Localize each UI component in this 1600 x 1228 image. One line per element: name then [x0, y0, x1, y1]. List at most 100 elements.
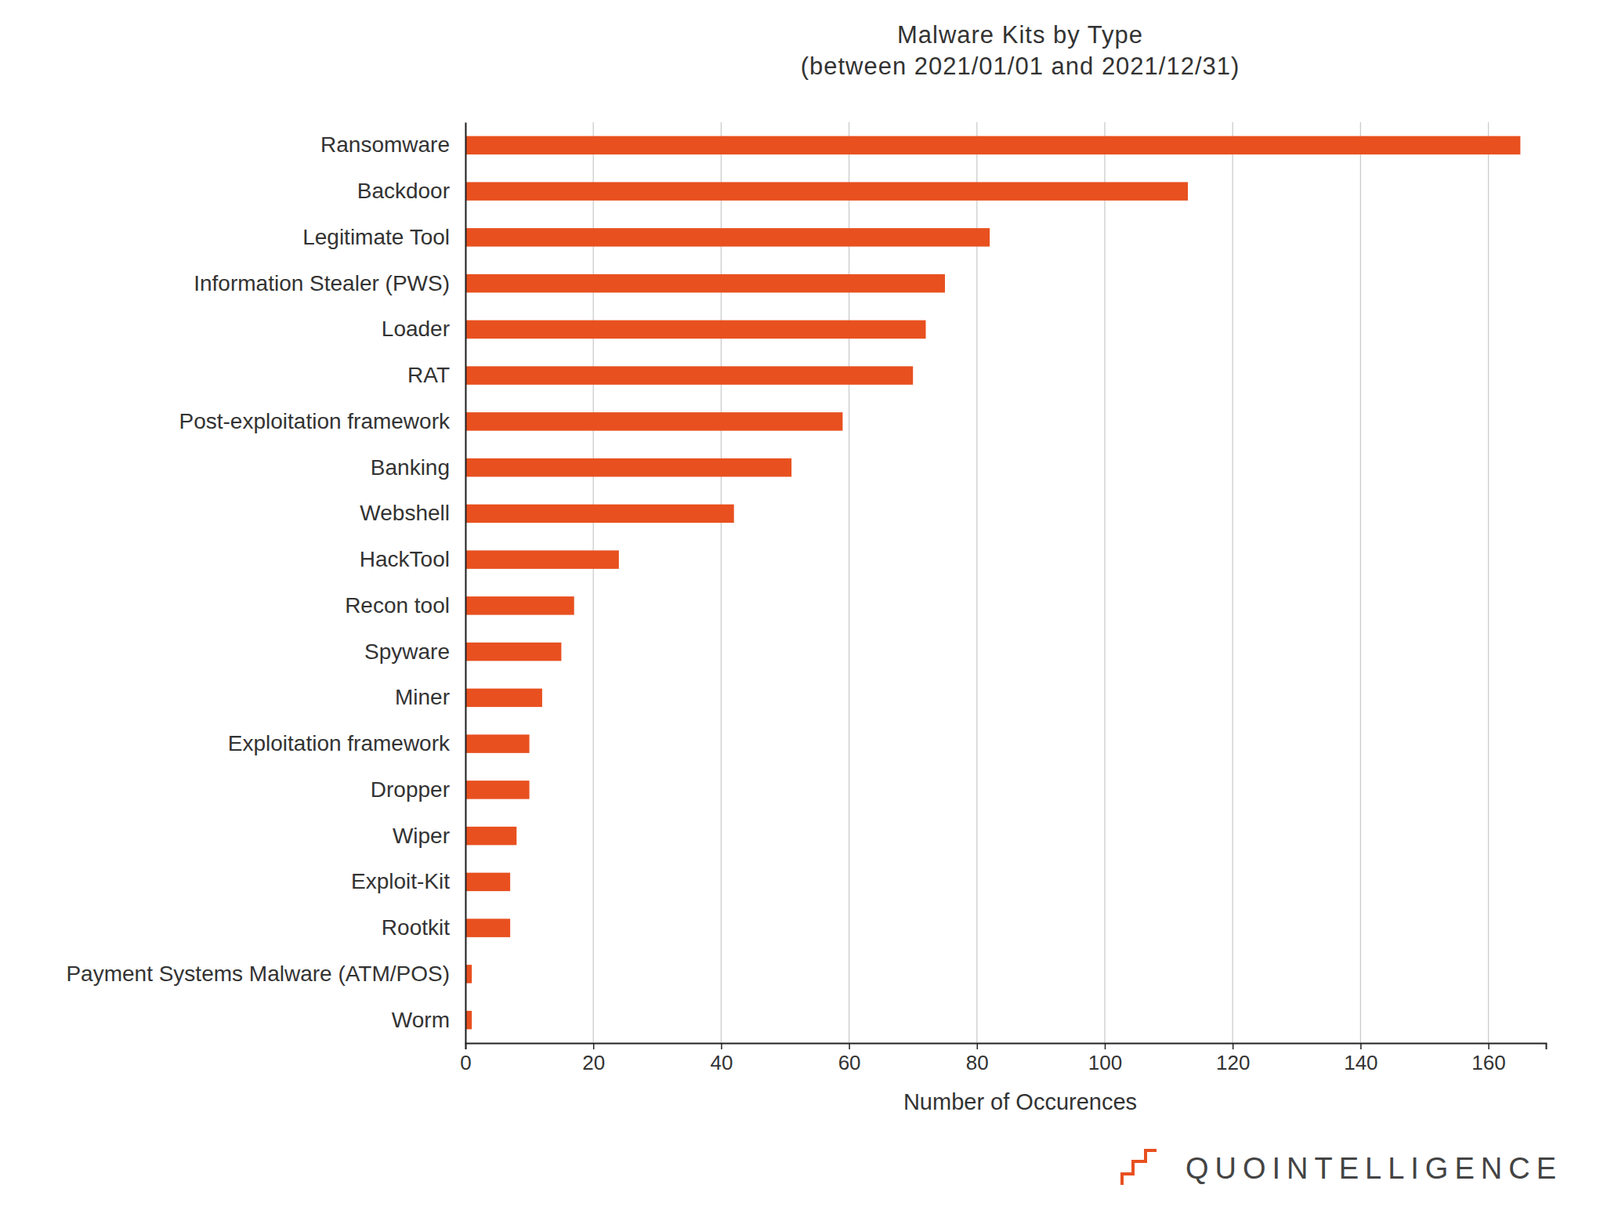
bar	[465, 274, 945, 294]
x-tick-label: 0	[459, 1050, 471, 1075]
x-tick-label: 80	[966, 1050, 989, 1075]
bar	[465, 688, 543, 708]
x-axis-title: Number of Occurences	[903, 1089, 1137, 1115]
y-tick-label: Ransomware	[320, 132, 450, 157]
x-tick: 0	[459, 1042, 471, 1075]
grid-line	[593, 122, 594, 1043]
y-tick-label: Legitimate Tool	[302, 224, 450, 250]
x-tick-mark	[593, 1042, 595, 1050]
grid-line	[848, 122, 850, 1043]
bar	[465, 780, 530, 800]
bar	[465, 504, 735, 524]
chart: 0 20 40 60 80 100 120 140 160 Ransomware Backdoor L…	[0, 0, 1600, 1228]
y-tick-label: Dropper	[370, 777, 450, 802]
grid-line	[1232, 122, 1234, 1043]
bar	[465, 596, 575, 616]
y-axis: Ransomware Backdoor Legitimate Tool Informa…	[65, 123, 466, 1044]
y-tick-label: Loader	[381, 316, 450, 341]
y-axis-line	[465, 123, 467, 1044]
y-tick: Dropper	[370, 777, 466, 802]
y-tick: Backdoor	[357, 178, 466, 203]
bar	[465, 872, 511, 892]
x-tick-mark	[1232, 1042, 1235, 1050]
bar	[465, 826, 517, 846]
bar	[465, 734, 530, 753]
y-tick: Wiper	[392, 823, 466, 848]
x-tick: 160	[1471, 1042, 1506, 1075]
x-tick: 40	[709, 1042, 733, 1075]
y-tick-label: Post-exploitation framework	[179, 409, 451, 434]
x-tick-label: 100	[1088, 1050, 1123, 1075]
y-tick-label: Spyware	[364, 639, 450, 664]
y-tick-label: Webshell	[359, 500, 450, 525]
y-tick: RAT	[407, 362, 466, 388]
logo-mark	[1133, 1161, 1144, 1176]
x-axis: 0 20 40 60 80 100 120 140 160	[459, 1042, 1546, 1075]
bar	[465, 181, 1188, 201]
bars	[465, 136, 1521, 1030]
grid	[465, 122, 1489, 1043]
logo-mark	[1145, 1150, 1157, 1163]
y-tick-label: Exploit-Kit	[351, 868, 450, 894]
y-tick: Worm	[391, 1007, 466, 1032]
bar	[465, 642, 562, 662]
x-tick-mark	[1487, 1042, 1490, 1050]
x-tick-mark	[465, 1042, 467, 1050]
grid-line	[720, 122, 722, 1043]
y-tick-label: Banking	[370, 455, 450, 480]
y-tick: Post-exploitation framework	[179, 409, 466, 434]
x-tick-label: 60	[838, 1050, 862, 1075]
bar	[465, 458, 792, 478]
x-tick: 80	[966, 1042, 989, 1075]
y-tick: Recon tool	[344, 593, 466, 618]
grid-line	[976, 122, 978, 1043]
x-tick-label: 20	[582, 1050, 605, 1075]
x-tick: 20	[582, 1042, 605, 1075]
y-tick: HackTool	[359, 546, 466, 572]
y-tick-label: Wiper	[392, 823, 450, 848]
x-tick: 60	[838, 1042, 862, 1075]
x-tick-mark	[1360, 1042, 1362, 1050]
x-tick-mark	[977, 1042, 979, 1050]
y-tick-label: Worm	[391, 1007, 450, 1032]
y-tick: Loader	[381, 316, 466, 341]
y-tick-label: Exploitation framework	[228, 731, 451, 756]
x-tick-mark	[1104, 1042, 1107, 1050]
x-tick: 100	[1088, 1042, 1123, 1075]
grid-line	[1104, 122, 1105, 1043]
y-tick: Legitimate Tool	[302, 224, 466, 250]
bar	[465, 550, 620, 569]
title: Malware Kits by Type	[897, 21, 1144, 49]
y-tick-label: Miner	[394, 684, 450, 710]
y-tick-label: Backdoor	[357, 178, 450, 203]
y-tick-label: Rootkit	[381, 915, 450, 940]
y-tick: Payment Systems Malware (ATM/POS)	[65, 961, 466, 986]
logo-text: QUOINTELLIGENCE	[1185, 1151, 1563, 1185]
y-tick: Ransomware	[320, 132, 466, 157]
y-tick: Information Stealer (PWS)	[193, 271, 466, 296]
bar	[465, 412, 843, 431]
bar	[465, 320, 927, 340]
subtitle: (between 2021/01/01 and 2021/12/31)	[800, 52, 1241, 80]
y-tick: Miner	[394, 684, 466, 710]
y-tick-label: Payment Systems Malware (ATM/POS)	[65, 961, 450, 986]
x-tick-mark	[848, 1042, 851, 1050]
grid-line	[464, 122, 466, 1043]
y-tick-label: RAT	[407, 362, 450, 388]
x-tick-label: 120	[1216, 1050, 1250, 1075]
x-tick-label: 160	[1471, 1050, 1506, 1075]
bar	[465, 228, 990, 247]
x-tick-label: 40	[709, 1050, 733, 1075]
y-tick-label: Information Stealer (PWS)	[193, 271, 450, 296]
x-tick-mark	[720, 1042, 723, 1050]
x-tick: 140	[1343, 1042, 1378, 1075]
bar	[465, 136, 1521, 156]
x-tick: 120	[1216, 1042, 1250, 1075]
grid-line	[1487, 122, 1489, 1043]
y-tick-label: HackTool	[359, 546, 450, 572]
grid-line	[1360, 122, 1362, 1043]
y-tick-label: Recon tool	[344, 593, 450, 618]
y-tick: Webshell	[359, 500, 466, 525]
y-tick: Spyware	[364, 639, 466, 664]
bar	[465, 365, 913, 385]
